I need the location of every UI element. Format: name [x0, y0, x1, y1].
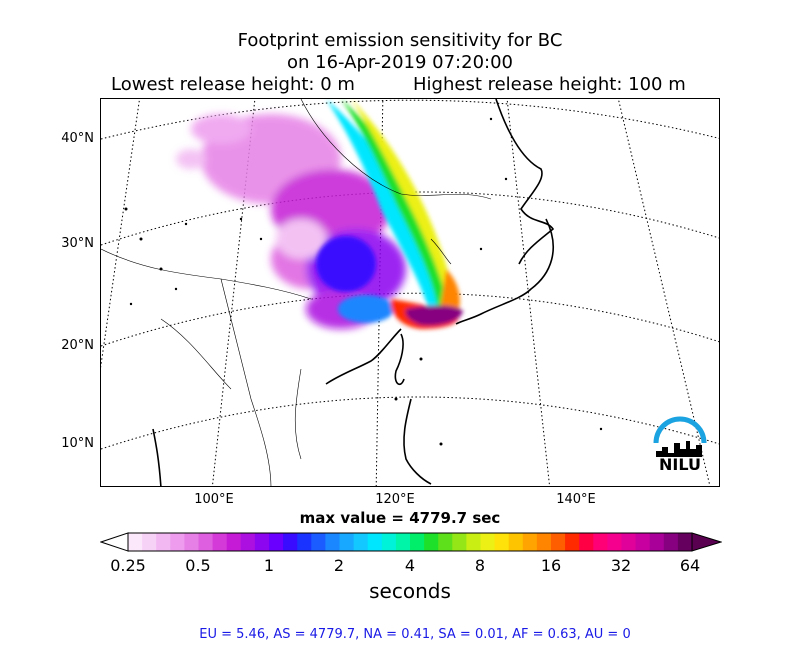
colorbar-segment — [395, 533, 411, 551]
lat-label-10: 10°N — [61, 436, 94, 451]
lat-label-20: 20°N — [61, 338, 94, 353]
max-value-label: max value = 4779.7 sec — [299, 509, 501, 527]
colorbar-segment — [297, 533, 312, 551]
colorbar-high-arrow — [691, 532, 722, 552]
colorbar-segment — [551, 533, 566, 551]
colorbar-segment — [494, 533, 510, 551]
colorbar-low-arrow — [100, 532, 129, 552]
colorbar-segment — [170, 533, 185, 551]
coastlines — [152, 99, 555, 486]
islands — [124, 117, 603, 446]
colorbar-segment — [438, 533, 453, 551]
colorbar-tick-2: 1 — [263, 556, 275, 575]
colorbar-tick-0: 0.25 — [110, 556, 146, 575]
colorbar-segment — [184, 533, 200, 551]
lon-label-120: 120°E — [375, 492, 415, 507]
colorbar-segment — [649, 533, 665, 551]
colorbar-tick-7: 32 — [610, 556, 632, 575]
region-stats: EU = 5.46, AS = 4779.7, NA = 0.41, SA = … — [199, 627, 631, 642]
colorbar-segment — [565, 533, 580, 551]
colorbar-segment — [522, 533, 538, 551]
colorbar-segment — [410, 533, 425, 551]
colorbar — [100, 532, 722, 552]
colorbar-segment — [621, 533, 637, 551]
title-line-1: Footprint emission sensitivity for BC — [237, 30, 563, 51]
colorbar-segment — [381, 533, 397, 551]
colorbar-segment — [663, 533, 679, 551]
colorbar-segment — [607, 533, 623, 551]
colorbar-segment — [480, 533, 496, 551]
colorbar-tick-6: 16 — [540, 556, 562, 575]
lon-label-100: 100°E — [194, 492, 234, 507]
colorbar-segment — [677, 533, 693, 551]
colorbar-segment — [142, 533, 157, 551]
colorbar-frame — [127, 532, 693, 552]
lowest-release-height: Lowest release height: 0 m — [111, 74, 355, 95]
colorbar-tick-8: 64 — [679, 556, 701, 575]
colorbar-segment — [536, 533, 552, 551]
borders — [101, 99, 492, 486]
colorbar-segment — [339, 533, 355, 551]
colorbar-segment — [367, 533, 383, 551]
colorbar-segment — [128, 533, 143, 551]
colorbar-tick-1: 0.5 — [185, 556, 211, 575]
colorbar-segment — [283, 533, 298, 551]
highest-release-height: Highest release height: 100 m — [413, 74, 686, 95]
map-canvas — [101, 99, 719, 486]
colorbar-segment — [635, 533, 651, 551]
colorbar-segment — [269, 533, 284, 551]
colorbar-unit: seconds — [369, 579, 451, 603]
colorbar-segment — [156, 533, 171, 551]
colorbar-tick-3: 2 — [333, 556, 345, 575]
footprint-map[interactable]: NILU — [100, 98, 720, 487]
nilu-logo: NILU — [653, 416, 707, 471]
lat-label-30: 30°N — [61, 236, 94, 251]
sensitivity-field — [176, 99, 463, 329]
colorbar-segment — [579, 533, 594, 551]
colorbar-segment — [311, 533, 326, 551]
colorbar-segment — [240, 533, 256, 551]
colorbar-segment — [466, 533, 482, 551]
title-line-2: on 16-Apr-2019 07:20:00 — [286, 52, 513, 73]
colorbar-tick-4: 4 — [404, 556, 416, 575]
colorbar-segment — [508, 533, 524, 551]
lat-label-40: 40°N — [61, 131, 94, 146]
colorbar-segment — [226, 533, 242, 551]
nilu-logo-text: NILU — [659, 455, 701, 471]
colorbar-segment — [198, 533, 214, 551]
colorbar-tick-5: 8 — [474, 556, 486, 575]
colorbar-segment — [424, 533, 439, 551]
colorbar-segment — [593, 533, 608, 551]
colorbar-segment — [212, 533, 228, 551]
colorbar-segment — [353, 533, 369, 551]
colorbar-segment — [452, 533, 467, 551]
colorbar-segment — [325, 533, 341, 551]
colorbar-segment — [254, 533, 270, 551]
lon-label-140: 140°E — [556, 492, 596, 507]
